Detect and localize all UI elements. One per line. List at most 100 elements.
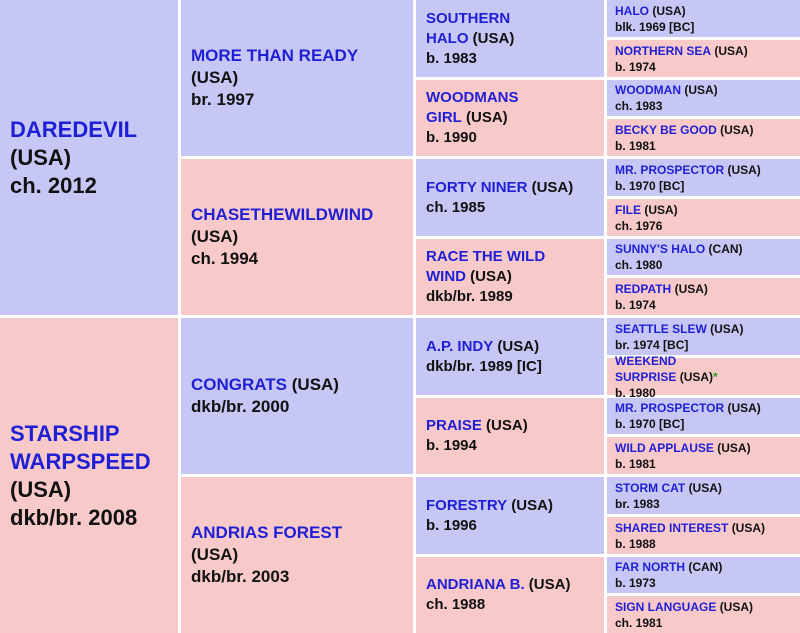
horse-name-line: CHASETHEWILDWIND [191,204,413,226]
horse-name: WOODMANS [426,89,519,106]
horse-name: RACE THE WILD [426,248,546,265]
horse-detail-line: b. 1994 [426,436,604,456]
horse-country: (USA) [710,321,744,336]
horse-name: FAR NORTH [615,560,685,574]
horse-detail-line: ch. 1994 [191,248,413,270]
horse-detail-line: br. 1983 [615,496,800,512]
horse-country: (USA) [10,476,72,502]
horse-name-line: SURPRISE (USA)* [615,369,800,385]
horse-foaling-detail: br. 1997 [191,90,255,109]
horse-name: CONGRATS [191,375,288,394]
horse-country: (USA) [652,3,686,18]
horse-detail-line: b. 1970 [BC] [615,416,800,432]
horse-foaling-detail: b. 1981 [615,138,656,153]
horse-name: ANDRIAS FOREST [191,523,343,542]
horse-name-line: FILE (USA) [615,202,800,218]
horse-country: (USA) [684,83,718,97]
horse-detail-line: b. 1974 [615,297,800,313]
horse-country: (USA) [719,599,754,614]
horse-name-line: SUNNY'S HALO (CAN) [615,241,800,257]
horse-name: CHASETHEWILDWIND [191,205,374,224]
horse-name-line: SHARED INTEREST (USA) [615,520,800,536]
horse-country: (USA) [466,109,508,126]
horse-foaling-detail: ch. 1976 [615,218,663,233]
horse-detail-line: br. 1974 [BC] [615,337,800,353]
gen1-horse-cell: STARSHIP WARPSPEED (USA) dkb/br. 2008 [0,318,178,633]
horse-name-line: STORM CAT (USA) [615,480,800,496]
horse-country: (USA) [497,337,540,355]
gen1-horse-cell: DAREDEVIL (USA) ch. 2012 [0,0,178,315]
horse-detail-line: dkb/br. 2008 [10,504,178,532]
horse-country: (USA) [644,202,678,217]
horse-detail-line: dkb/br. 2000 [191,396,413,418]
horse-country-line: (USA) [191,544,413,566]
horse-name-line: SOUTHERN [426,9,604,29]
horse-name-line: MORE THAN READY [191,45,413,67]
horse-name-line: WIND (USA) [426,267,604,287]
horse-foaling-detail: dkb/br. 2000 [191,397,290,416]
horse-foaling-detail: dkb/br. 1989 [IC] [426,357,542,375]
horse-name: SIGN LANGUAGE [615,599,717,614]
horse-detail-line: dkb/br. 2003 [191,566,413,588]
gen4-horse-cell: MR. PROSPECTOR (USA) b. 1970 [BC] [607,398,800,434]
gen4-horse-cell: NORTHERN SEA (USA) b. 1974 [607,40,800,77]
horse-detail-line: ch. 1983 [615,98,800,114]
horse-foaling-detail: ch. 1988 [426,596,486,613]
gen4-horse-cell: SEATTLE SLEW (USA) br. 1974 [BC] [607,318,800,355]
horse-detail-line: ch. 1980 [615,257,800,273]
horse-foaling-detail: blk. 1969 [BC] [615,19,695,34]
horse-name-line: A.P. INDY (USA) [426,337,604,357]
horse-name: WARPSPEED [10,448,151,474]
horse-detail-line: ch. 1976 [615,218,800,234]
horse-foaling-detail: dkb/br. 1989 [426,288,513,305]
horse-name: REDPATH [615,281,672,296]
horse-country: (USA) [528,576,571,593]
horse-name: MR. PROSPECTOR [615,162,725,177]
horse-country: (USA) [10,144,72,170]
horse-name-line: WILD APPLAUSE (USA) [615,440,800,456]
gen4-horse-cell: FILE (USA) ch. 1976 [607,199,800,236]
horse-country: (USA) [727,401,761,415]
horse-name: HALO [426,29,469,47]
gen2-horse-cell: CHASETHEWILDWIND (USA) ch. 1994 [181,159,413,315]
horse-foaling-detail: dkb/br. 2008 [10,504,138,530]
horse-foaling-detail: ch. 1981 [615,615,663,630]
horse-foaling-detail: br. 1983 [615,496,660,511]
horse-name-line: FORTY NINER (USA) [426,178,604,198]
horse-name: WOODMAN [615,83,681,97]
horse-foaling-detail: b. 1990 [426,129,477,146]
horse-name: BECKY BE GOOD [615,122,717,137]
gen4-horse-cell: REDPATH (USA) b. 1974 [607,278,800,315]
horse-country: (USA) [511,496,553,514]
horse-country: (CAN) [688,560,723,574]
horse-foaling-detail: ch. 2012 [10,172,97,198]
horse-name: DAREDEVIL [10,116,138,142]
horse-detail-line: b. 1981 [615,138,800,154]
horse-foaling-detail: ch. 1980 [615,258,663,272]
horse-country: (USA) [472,29,515,47]
horse-foaling-detail: ch. 1983 [615,99,663,113]
horse-name-line: DAREDEVIL [10,116,178,144]
horse-name: SURPRISE [615,369,677,384]
horse-name-line: FORESTRY (USA) [426,496,604,516]
horse-country: (USA) [486,417,528,434]
horse-name-line: RACE THE WILD [426,247,604,267]
horse-name-line: WARPSPEED [10,448,178,476]
horse-name-line: PRAISE (USA) [426,416,604,436]
horse-foaling-detail: b. 1996 [426,516,477,534]
horse-name-line: GIRL (USA) [426,108,604,128]
gen4-horse-cell: MR. PROSPECTOR (USA) b. 1970 [BC] [607,159,800,196]
horse-name-line: STARSHIP [10,420,178,448]
horse-detail-line: blk. 1969 [BC] [615,19,800,35]
horse-name-line: ANDRIAS FOREST [191,522,413,544]
horse-detail-line: b. 1970 [BC] [615,178,800,194]
horse-detail-line: ch. 2012 [10,172,178,200]
horse-name-line: WEEKEND [615,353,800,369]
horse-detail-line: b. 1983 [426,49,604,69]
horse-name: WILD APPLAUSE [615,440,714,455]
horse-country: (USA) [688,480,722,495]
horse-name-line: HALO (USA) [615,3,800,19]
horse-detail-line: ch. 1981 [615,615,800,631]
horse-name-line: WOODMAN (USA) [615,82,800,98]
horse-name-line: HALO (USA) [426,29,604,49]
